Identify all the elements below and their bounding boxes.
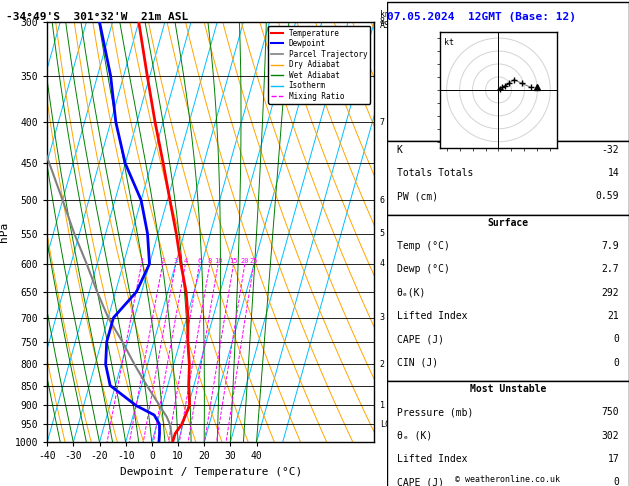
Text: 17: 17 — [608, 454, 620, 464]
Text: CAPE (J): CAPE (J) — [396, 334, 443, 345]
Text: LCL: LCL — [380, 420, 395, 429]
Text: © weatheronline.co.uk: © weatheronline.co.uk — [455, 474, 560, 484]
Text: ≡: ≡ — [391, 312, 399, 323]
Text: Pressure (mb): Pressure (mb) — [396, 407, 473, 417]
Text: km: km — [380, 10, 390, 19]
Text: 5: 5 — [380, 229, 385, 238]
Text: 7: 7 — [380, 118, 385, 127]
Text: 7.9: 7.9 — [602, 241, 620, 251]
Text: θₑ(K): θₑ(K) — [396, 288, 426, 298]
Text: Mixing Ratio (g/kg): Mixing Ratio (g/kg) — [409, 248, 418, 343]
Bar — [387, 215, 629, 381]
Text: 8: 8 — [208, 258, 212, 264]
Text: 8: 8 — [380, 17, 385, 26]
Text: 0.59: 0.59 — [596, 191, 620, 202]
Text: ≡: ≡ — [391, 195, 399, 205]
Text: 3: 3 — [174, 258, 178, 264]
Text: Most Unstable: Most Unstable — [470, 384, 546, 394]
Text: 3: 3 — [380, 313, 385, 322]
Text: 25: 25 — [250, 258, 258, 264]
Text: 20: 20 — [240, 258, 249, 264]
Text: 302: 302 — [602, 431, 620, 441]
Text: Lifted Index: Lifted Index — [396, 311, 467, 321]
Text: ≡: ≡ — [391, 228, 399, 239]
Text: 21: 21 — [608, 311, 620, 321]
Text: ASL: ASL — [380, 21, 395, 30]
Text: 2: 2 — [380, 360, 385, 369]
X-axis label: Dewpoint / Temperature (°C): Dewpoint / Temperature (°C) — [120, 467, 302, 477]
Text: 1: 1 — [140, 258, 143, 264]
Text: 0: 0 — [613, 358, 620, 368]
Text: Lifted Index: Lifted Index — [396, 454, 467, 464]
Text: 0: 0 — [613, 477, 620, 486]
Text: ≡: ≡ — [391, 17, 399, 27]
Text: Totals Totals: Totals Totals — [396, 168, 473, 178]
Text: ≡: ≡ — [391, 419, 399, 429]
Text: 1: 1 — [380, 401, 385, 410]
Text: -34°49'S  301°32'W  21m ASL: -34°49'S 301°32'W 21m ASL — [6, 12, 189, 22]
Text: Temp (°C): Temp (°C) — [396, 241, 449, 251]
Text: ≡: ≡ — [391, 117, 399, 127]
Bar — [387, 2, 629, 141]
Bar — [387, 381, 629, 486]
Text: 15: 15 — [229, 258, 238, 264]
Text: 4: 4 — [380, 260, 385, 268]
Text: -32: -32 — [602, 145, 620, 155]
Text: kt: kt — [444, 38, 454, 47]
Text: PW (cm): PW (cm) — [396, 191, 438, 202]
Text: 2.7: 2.7 — [602, 264, 620, 275]
Text: 4: 4 — [183, 258, 187, 264]
Bar — [387, 141, 629, 215]
Text: 10: 10 — [214, 258, 222, 264]
Text: 0: 0 — [613, 334, 620, 345]
Text: 14: 14 — [608, 168, 620, 178]
Text: K: K — [396, 145, 403, 155]
Text: 2: 2 — [160, 258, 165, 264]
Text: 6: 6 — [380, 196, 385, 205]
Text: θₑ (K): θₑ (K) — [396, 431, 431, 441]
Text: 750: 750 — [602, 407, 620, 417]
Text: 292: 292 — [602, 288, 620, 298]
Text: CAPE (J): CAPE (J) — [396, 477, 443, 486]
Text: ≡: ≡ — [391, 429, 399, 438]
Y-axis label: hPa: hPa — [0, 222, 9, 242]
Legend: Temperature, Dewpoint, Parcel Trajectory, Dry Adiabat, Wet Adiabat, Isotherm, Mi: Temperature, Dewpoint, Parcel Trajectory… — [268, 26, 370, 104]
Text: 6: 6 — [198, 258, 202, 264]
Text: Surface: Surface — [487, 218, 528, 228]
Text: CIN (J): CIN (J) — [396, 358, 438, 368]
Text: 07.05.2024  12GMT (Base: 12): 07.05.2024 12GMT (Base: 12) — [387, 12, 576, 22]
Text: Dewp (°C): Dewp (°C) — [396, 264, 449, 275]
